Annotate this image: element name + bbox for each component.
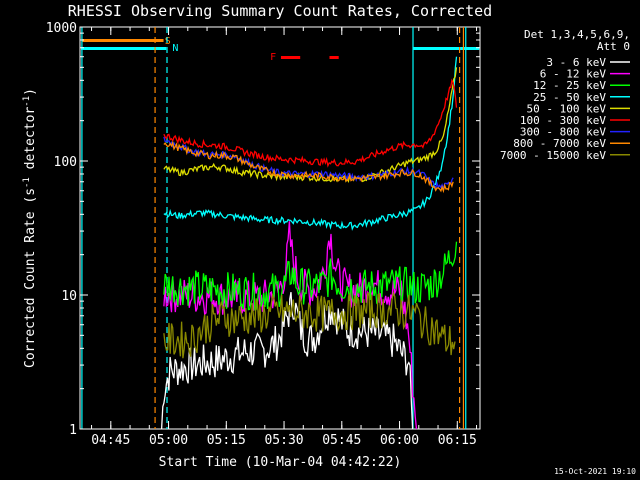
x-tick-label: 06:00 <box>380 433 419 448</box>
y-tick-label: 1 <box>69 423 77 438</box>
x-tick-label: 05:30 <box>264 433 303 448</box>
x-tick-label: 04:45 <box>91 433 130 448</box>
x-tick-label: 06:15 <box>438 433 477 448</box>
series-line-0 <box>160 291 414 430</box>
saa-flag-label: S <box>165 36 171 47</box>
flare-flag-label: F <box>270 52 276 63</box>
x-axis: 04:45 05:00 05:15 05:30 05:45 06:00 06:15 <box>91 27 478 448</box>
footer-timestamp: 15-Oct-2021 19:10 <box>554 467 636 476</box>
flag-bars: SN F <box>81 36 480 63</box>
legend-entry-label: 800 - 7000 keV <box>513 137 606 150</box>
x-tick-label: 05:15 <box>207 433 246 448</box>
legend-entry-label: 50 - 100 keV <box>527 102 607 115</box>
y-tick-label: 10 <box>61 289 77 304</box>
y-tick-label: 1000 <box>46 21 77 36</box>
series-line-8 <box>163 290 456 359</box>
y-tick-label: 100 <box>54 155 77 170</box>
legend-entry-label: 25 - 50 keV <box>533 91 606 104</box>
x-axis-label: Start Time (10-Mar-04 04:42:22) <box>159 455 402 470</box>
legend-entry-label: 7000 - 15000 keV <box>500 149 606 162</box>
series-line-7 <box>163 140 454 194</box>
series-line-3 <box>163 56 458 231</box>
legend-entry-label: 3 - 6 keV <box>546 56 606 69</box>
vertical-markers <box>81 27 467 429</box>
legend-entry-label: 12 - 25 keV <box>533 79 606 92</box>
night-flag-bar-1 <box>81 47 167 50</box>
flare-flag-bar-1 <box>280 56 301 59</box>
series-line-4 <box>163 67 458 184</box>
legend-entry-label: 100 - 300 keV <box>520 114 606 127</box>
night-flag-bar-2 <box>413 47 480 50</box>
x-tick-label: 05:00 <box>149 433 188 448</box>
y-axis-label: Corrected Count Rate (s-1 detector-1) <box>22 88 38 368</box>
legend-header-att: Att 0 <box>597 40 630 53</box>
plot-frame <box>79 26 481 430</box>
y-axis: 1 10 100 1000 <box>46 21 480 438</box>
legend-entry-label: 300 - 800 keV <box>520 126 606 139</box>
night-flag-label: N <box>172 43 178 54</box>
x-tick-label: 05:45 <box>322 433 361 448</box>
series-line-5 <box>163 78 458 168</box>
flare-flag-bar-2 <box>329 56 339 59</box>
series-lines <box>160 56 458 430</box>
chart-title: RHESSI Observing Summary Count Rates, Co… <box>68 2 492 20</box>
legend-entry-label: 6 - 12 keV <box>540 68 607 81</box>
series-line-2 <box>163 241 458 311</box>
legend-header: Det 1,3,4,5,6,9, <box>524 28 630 41</box>
series-line-1 <box>163 221 418 430</box>
saa-flag-bar <box>82 39 164 42</box>
